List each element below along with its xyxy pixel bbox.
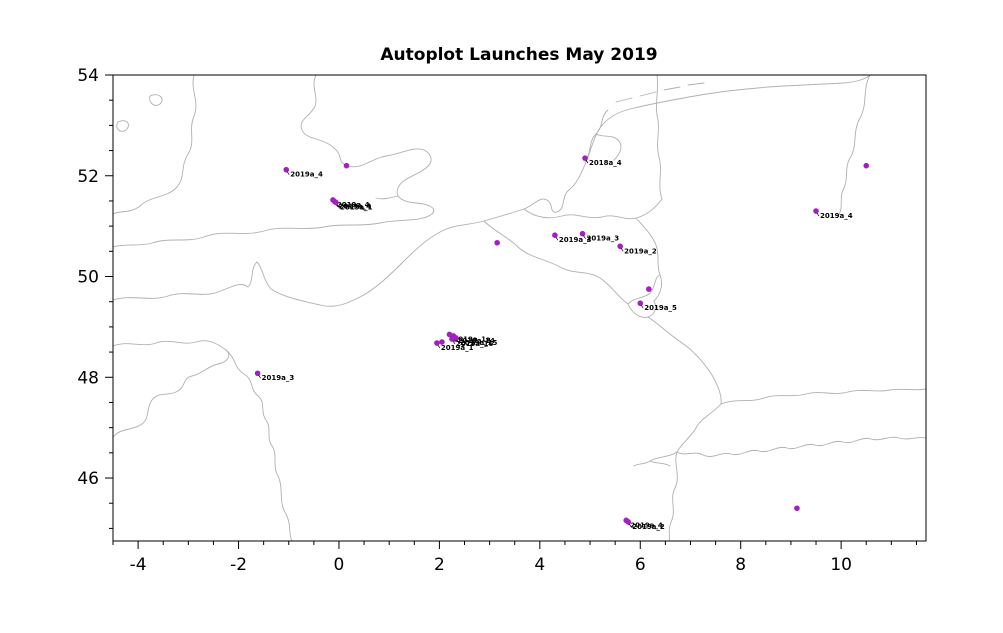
point-label-connector bbox=[816, 212, 820, 217]
coastline-path bbox=[113, 75, 197, 215]
map-outlines bbox=[113, 75, 926, 541]
chart-title: Autoplot Launches May 2019 bbox=[380, 45, 657, 65]
y-tick-label: 50 bbox=[77, 268, 99, 288]
data-point bbox=[434, 340, 440, 346]
point-label-connector bbox=[620, 248, 624, 252]
coastline-path bbox=[595, 133, 622, 161]
y-tick-label: 48 bbox=[77, 368, 99, 388]
coastline-path bbox=[663, 86, 681, 91]
data-point bbox=[617, 243, 623, 250]
point-label-connector bbox=[640, 305, 644, 309]
point-label-connector bbox=[583, 235, 586, 239]
border-path bbox=[668, 451, 678, 541]
coastline-path bbox=[113, 75, 435, 248]
data-point bbox=[333, 199, 339, 206]
point-label: 2019a_4 bbox=[290, 171, 323, 179]
coastline-path bbox=[375, 195, 399, 200]
point-label-connector bbox=[456, 339, 460, 344]
data-point bbox=[794, 505, 800, 512]
border-path bbox=[676, 403, 722, 453]
point-label: 2019a_4 bbox=[630, 521, 663, 529]
data-point bbox=[582, 155, 588, 161]
data-point bbox=[283, 166, 290, 173]
point-label-connector bbox=[258, 375, 261, 379]
point-label: 2019a_4 bbox=[337, 201, 370, 209]
coastline-path bbox=[225, 349, 293, 541]
x-tick-label: 4 bbox=[534, 555, 545, 575]
coastline-path bbox=[687, 82, 705, 86]
border-path bbox=[647, 316, 722, 405]
data-point bbox=[813, 208, 819, 214]
point-label-connector bbox=[628, 523, 632, 528]
border-path bbox=[649, 460, 671, 467]
y-tick-label: 46 bbox=[77, 469, 99, 489]
coastline-path bbox=[113, 340, 230, 439]
x-tick-label: 0 bbox=[334, 555, 345, 575]
coastline-path bbox=[639, 91, 657, 97]
data-point bbox=[343, 162, 350, 169]
border-path bbox=[837, 75, 871, 217]
point-label: 2019a_5 bbox=[644, 304, 677, 312]
point-label: 2019a_4 bbox=[820, 212, 853, 220]
border-path bbox=[483, 220, 629, 305]
y-tick-label: 54 bbox=[77, 66, 99, 86]
point-label: 2019a_4 bbox=[338, 202, 371, 210]
border-path bbox=[633, 451, 678, 467]
data-point bbox=[625, 519, 632, 525]
point-label-connector bbox=[585, 159, 589, 164]
coastline-path bbox=[116, 120, 129, 132]
point-label: 2019a_14 bbox=[457, 337, 495, 345]
border-path bbox=[676, 436, 926, 457]
data-point bbox=[552, 232, 558, 239]
coastline-path bbox=[615, 97, 633, 103]
data-point bbox=[637, 300, 644, 307]
data-points-layer: 2019a_42019a_42019a_42019a_12018a_42019a… bbox=[254, 155, 870, 531]
point-label: 2019a_15 bbox=[460, 339, 498, 347]
data-point bbox=[579, 230, 586, 237]
border-path bbox=[635, 217, 663, 302]
data-point bbox=[494, 239, 500, 246]
x-tick-label: 10 bbox=[830, 555, 852, 575]
point-label: 2019a_16 bbox=[456, 340, 494, 348]
x-tick-label: 2 bbox=[434, 555, 445, 575]
border-path bbox=[627, 274, 661, 305]
point-label: 2019a_1a bbox=[453, 335, 491, 343]
data-point bbox=[449, 336, 455, 342]
point-label-connector bbox=[437, 344, 441, 349]
plot-frame bbox=[112, 74, 927, 542]
border-path bbox=[655, 75, 663, 200]
point-label-connector bbox=[452, 340, 456, 345]
data-point bbox=[439, 339, 445, 345]
point-label-connector bbox=[555, 237, 559, 241]
point-label-connector bbox=[286, 171, 290, 175]
data-point bbox=[863, 162, 870, 169]
point-label-connector bbox=[336, 204, 340, 208]
x-tick-label: 8 bbox=[735, 555, 746, 575]
x-tick-label: -2 bbox=[230, 555, 247, 575]
point-label: 2019a_3 bbox=[587, 235, 620, 243]
coastline-path bbox=[113, 75, 871, 307]
point-label: 2019a_1 bbox=[340, 203, 373, 211]
border-path bbox=[523, 198, 663, 220]
point-label: 2019a_2 bbox=[624, 247, 657, 255]
point-label: 2019a_1 bbox=[441, 344, 474, 352]
point-label: 2019a_2 bbox=[632, 523, 665, 531]
x-tick-label: -4 bbox=[130, 555, 147, 575]
point-label: 2018a_4 bbox=[589, 159, 622, 167]
y-tick-label: 52 bbox=[77, 167, 99, 187]
x-tick-label: 6 bbox=[635, 555, 646, 575]
data-point bbox=[254, 370, 261, 377]
point-label: 2019a_3 bbox=[559, 236, 592, 244]
border-path bbox=[720, 388, 926, 405]
data-point bbox=[646, 286, 652, 292]
coastline-path bbox=[149, 94, 163, 106]
point-label: 2019a_3 bbox=[262, 374, 295, 382]
